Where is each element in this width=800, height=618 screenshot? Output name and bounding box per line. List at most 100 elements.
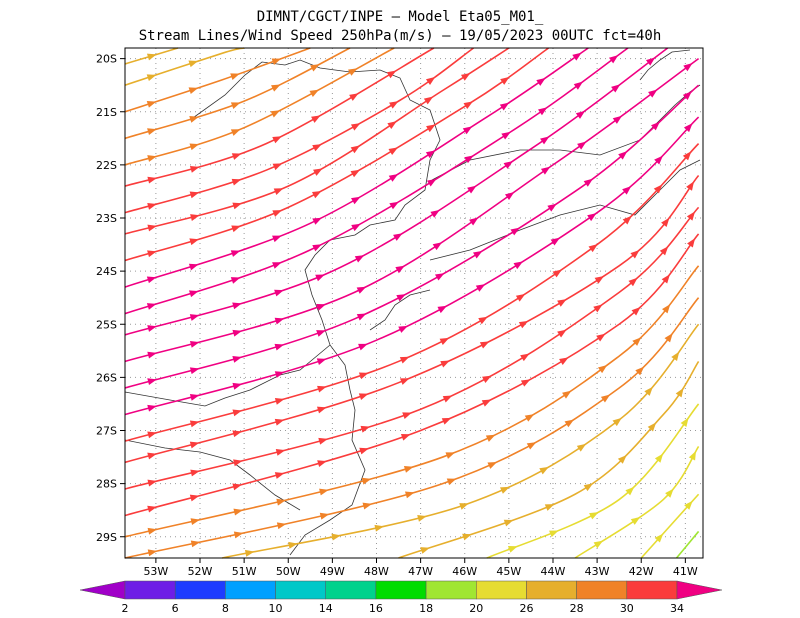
streamline-arrow	[682, 91, 692, 100]
streamline-arrow	[233, 508, 244, 516]
streamline-arrow	[682, 151, 692, 161]
streamline-arrow	[146, 303, 157, 310]
streamline-arrow	[356, 313, 367, 321]
streamline-arrow	[233, 459, 243, 467]
y-axis-ticks: 20S 21S 22S 23S 24S 25S 26S 27S 28S 29S	[96, 53, 125, 544]
streamline	[574, 445, 700, 559]
streamline-arrow	[426, 124, 436, 133]
streamline-arrow	[441, 417, 452, 425]
streamline	[124, 47, 311, 113]
x-tick-label: 47W	[408, 565, 433, 578]
streamline-arrow	[232, 382, 243, 390]
streamline-arrow	[462, 126, 473, 135]
streamline-arrow	[350, 169, 361, 178]
streamline-arrow	[274, 472, 285, 479]
x-tick-label: 45W	[496, 565, 521, 578]
streamline-arrow	[659, 246, 669, 256]
streamline-arrow	[631, 306, 641, 316]
streamline-arrow	[547, 203, 557, 212]
streamline-arrow	[587, 213, 597, 222]
streamline-arrow	[316, 304, 326, 311]
streamline	[221, 323, 700, 559]
streamline-arrow	[312, 244, 322, 252]
streamline-arrow	[630, 249, 640, 259]
streamline-arrow	[686, 211, 696, 221]
streamline-arrow	[425, 150, 436, 159]
streamline-arrow	[501, 131, 511, 140]
streamline-arrow	[272, 136, 282, 144]
x-tick-label: 53W	[143, 565, 168, 578]
streamline-arrow	[680, 417, 689, 427]
colorbar-segment	[626, 580, 678, 600]
streamline-arrow	[275, 448, 286, 456]
streamline-arrow	[593, 304, 603, 313]
streamline-arrow	[232, 356, 242, 363]
streamline-arrow	[540, 166, 551, 175]
streamline-arrow	[683, 63, 693, 72]
streamline-arrow	[274, 371, 285, 378]
streamline-arrow	[276, 522, 287, 530]
streamline-arrow	[686, 181, 695, 191]
streamline	[124, 206, 700, 490]
streamline-arrow	[316, 406, 327, 414]
streamline-arrow	[600, 394, 611, 403]
streamline-arrow	[274, 418, 285, 426]
streamline-arrow	[628, 277, 638, 287]
streamline-arrow	[650, 121, 660, 131]
streamline-arrow	[272, 262, 282, 269]
colorbar-label: 10	[269, 602, 283, 615]
streamline-arrow	[479, 341, 490, 349]
streamline-arrow	[500, 76, 510, 85]
streamline-arrow	[518, 320, 529, 329]
streamline-arrow	[230, 129, 241, 136]
streamline-arrow	[190, 540, 201, 548]
streamline-arrow	[146, 74, 157, 81]
streamline-arrow	[434, 273, 445, 281]
colorbar-segment	[174, 580, 226, 600]
streamline-arrow	[423, 96, 434, 105]
streamline-arrow	[232, 430, 242, 438]
streamline-arrow	[688, 450, 696, 461]
streamline-arrow	[526, 442, 537, 450]
streamline-arrow	[274, 343, 285, 351]
streamline-arrow	[190, 469, 200, 477]
streamline-arrow	[244, 549, 255, 557]
streamline-arrow	[485, 434, 496, 442]
colorbar-label: 2	[122, 602, 129, 615]
colorbar-over-triangle	[676, 580, 723, 600]
streamline	[124, 265, 700, 538]
streamline-arrow	[358, 372, 369, 380]
colorbar-label: 34	[670, 602, 684, 615]
colorbar-label: 6	[172, 602, 179, 615]
streamline-arrow	[189, 290, 199, 298]
streamline-arrow	[557, 299, 567, 307]
streamline-arrow	[189, 314, 200, 321]
streamline-arrow	[402, 412, 412, 420]
streamline-arrow	[430, 209, 440, 218]
streamline-arrow	[665, 488, 674, 498]
streamline	[124, 47, 510, 235]
streamline	[486, 403, 700, 559]
streamline-arrow	[349, 93, 359, 101]
streamline-arrow	[597, 365, 608, 374]
streamline-arrow	[675, 387, 684, 398]
streamline-arrow	[288, 541, 298, 549]
streamline-arrow	[388, 147, 399, 155]
streamline-arrow	[661, 274, 670, 284]
y-tick-label: 29S	[96, 531, 117, 544]
streamline-arrow	[317, 460, 327, 467]
streamline-arrow	[147, 250, 157, 258]
streamline-arrow	[230, 102, 241, 109]
streamline-arrow	[147, 128, 157, 135]
streamline-arrow	[146, 101, 157, 108]
streamline	[124, 233, 700, 517]
streamline-arrow	[396, 294, 406, 302]
streamline-arrow	[559, 357, 569, 365]
streamline-arrow	[572, 52, 582, 61]
streamline-arrow	[644, 386, 653, 396]
streamlines	[124, 47, 700, 559]
streamline-arrow	[404, 491, 415, 499]
streamline-arrow	[318, 437, 328, 445]
streamline-arrow	[593, 540, 604, 549]
colorbar-label: 16	[369, 602, 383, 615]
